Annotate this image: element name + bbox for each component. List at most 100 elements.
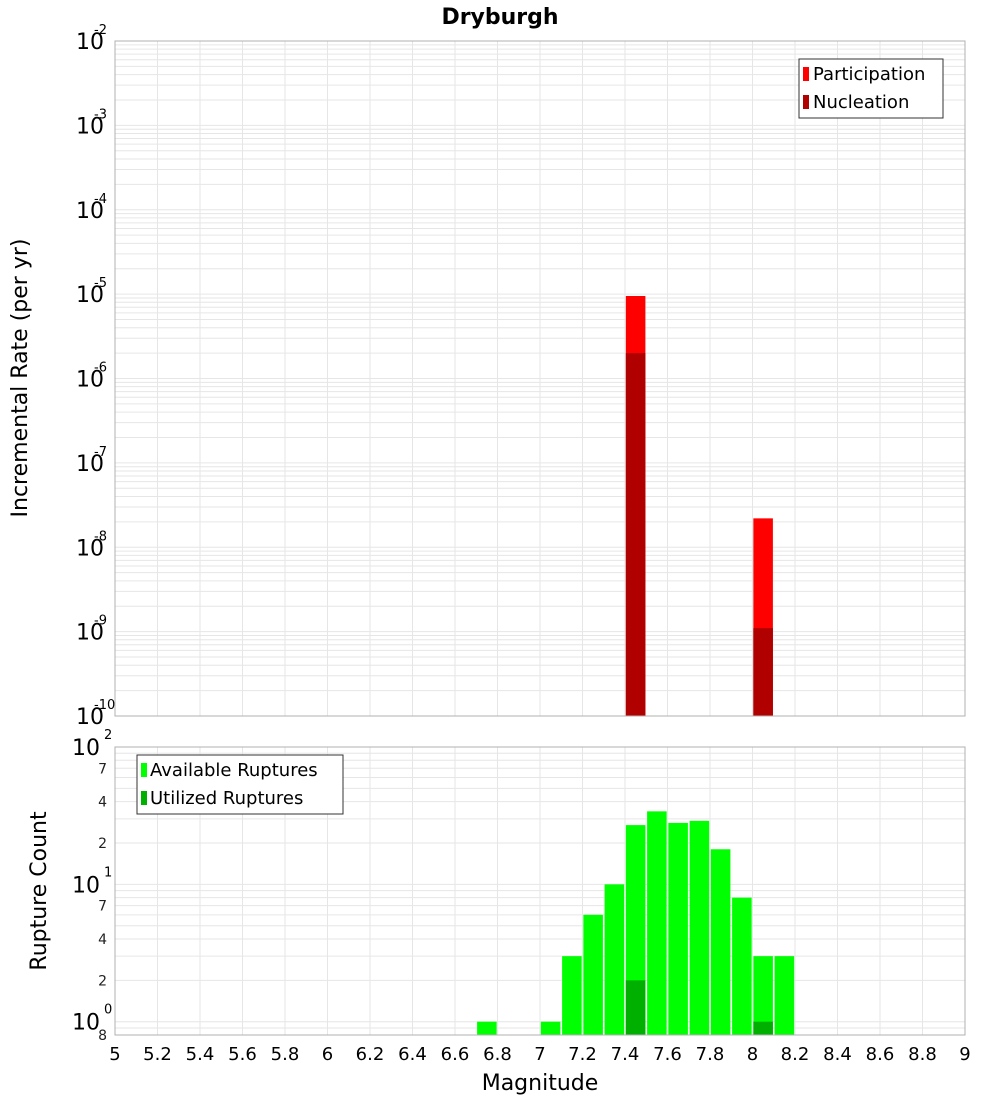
top-y-tick-exponent: -6 bbox=[94, 361, 107, 376]
top-y-tick: 10-4 bbox=[76, 192, 107, 224]
bottom-legend: Available Ruptures Utilized Ruptures bbox=[136, 754, 344, 815]
x-tick-label: 6.4 bbox=[398, 1044, 427, 1065]
top-y-tick: 10-2 bbox=[76, 23, 107, 55]
bottom-y-minor-tick: 2 bbox=[98, 973, 107, 989]
x-tick-label: 7.4 bbox=[611, 1044, 640, 1065]
top-y-tick-exponent: -3 bbox=[94, 107, 107, 122]
x-tick-label: 6 bbox=[322, 1044, 333, 1065]
top-panel-frame bbox=[114, 40, 966, 717]
bottom-y-tick-exponent: 2 bbox=[104, 728, 112, 743]
legend-label-utilized: Utilized Ruptures bbox=[150, 788, 303, 809]
top-y-tick: 10-7 bbox=[76, 445, 107, 477]
x-tick-label: 7.2 bbox=[568, 1044, 597, 1065]
top-y-tick-exponent: -5 bbox=[94, 276, 107, 291]
top-y-tick-base: 10 bbox=[76, 114, 104, 139]
top-y-tick-base: 10 bbox=[76, 368, 104, 393]
x-tick-label: 5.4 bbox=[186, 1044, 215, 1065]
top-y-tick: 10-5 bbox=[76, 276, 107, 308]
top-y-tick-exponent: -10 bbox=[94, 698, 115, 713]
top-y-tick-exponent: -4 bbox=[94, 192, 107, 207]
x-tick-label: 5.2 bbox=[143, 1044, 172, 1065]
x-tick-label: 7.6 bbox=[653, 1044, 682, 1065]
legend-swatch-available bbox=[141, 763, 147, 777]
available-ruptures-bar bbox=[732, 897, 752, 1035]
top-y-tick: 10-10 bbox=[76, 698, 115, 730]
top-y-tick-base: 10 bbox=[76, 452, 104, 477]
legend-label-nucleation: Nucleation bbox=[813, 92, 909, 113]
x-tick-label: 7.8 bbox=[696, 1044, 725, 1065]
bottom-y-minor-tick: 7 bbox=[98, 761, 107, 777]
top-y-tick-base: 10 bbox=[76, 283, 104, 308]
bottom-y-tick-base: 10 bbox=[72, 1011, 100, 1036]
available-ruptures-bar bbox=[689, 820, 710, 1035]
chart-title: Dryburgh bbox=[441, 5, 558, 30]
x-tick-label: 8.2 bbox=[781, 1044, 810, 1065]
bottom-y-minor-tick: 4 bbox=[98, 795, 107, 811]
x-tick-label: 5.6 bbox=[228, 1044, 257, 1065]
x-tick-label: 5.8 bbox=[271, 1044, 300, 1065]
x-tick-label: 8.8 bbox=[908, 1044, 937, 1065]
available-ruptures-bar bbox=[710, 849, 731, 1035]
bottom-panel-bars bbox=[477, 811, 795, 1035]
bottom-legend-box bbox=[136, 754, 344, 815]
available-ruptures-bar bbox=[540, 1021, 561, 1035]
x-tick-label: 7 bbox=[534, 1044, 545, 1065]
bottom-y-tick-base: 10 bbox=[72, 873, 100, 898]
available-ruptures-bar bbox=[647, 811, 667, 1035]
top-y-tick: 10-8 bbox=[76, 529, 107, 561]
x-tick-label: 6.8 bbox=[483, 1044, 512, 1065]
available-ruptures-bar bbox=[477, 1021, 497, 1035]
available-ruptures-bar bbox=[562, 956, 582, 1035]
top-panel-grid bbox=[114, 41, 966, 717]
top-y-ticks: 10-210-310-410-510-610-710-810-910-10 bbox=[76, 23, 115, 730]
available-ruptures-bar bbox=[774, 956, 795, 1035]
x-ticks: 5 5.2 5.4 5.6 5.8 6 6.2 6.4 6.6 6.8 7 7.2 7.4 7.6 7.8 8… bbox=[109, 1044, 970, 1065]
utilized-ruptures-bar bbox=[753, 1021, 773, 1035]
top-y-tick-exponent: -8 bbox=[94, 529, 107, 544]
legend-swatch-utilized bbox=[141, 791, 147, 805]
bottom-y-ticks: 10 2 10 1 10 0 7 4 2 7 4 2 8 bbox=[72, 728, 112, 1044]
available-ruptures-bar bbox=[583, 914, 603, 1035]
x-tick-label: 8 bbox=[747, 1044, 758, 1065]
top-y-tick-base: 10 bbox=[76, 536, 104, 561]
bottom-y-minor-tick: 8 bbox=[98, 1028, 107, 1044]
top-y-tick-exponent: -7 bbox=[94, 445, 107, 460]
bottom-y-tick-base: 10 bbox=[72, 736, 100, 761]
top-y-tick-exponent: -9 bbox=[94, 614, 107, 629]
legend-swatch-participation bbox=[803, 67, 809, 81]
available-ruptures-bar bbox=[668, 822, 688, 1035]
bottom-y-axis-label: Rupture Count bbox=[27, 811, 52, 971]
bottom-y-minor-tick: 7 bbox=[98, 899, 107, 915]
nucleation-bar bbox=[753, 628, 773, 716]
available-ruptures-bar bbox=[753, 956, 773, 1035]
bottom-y-tick-exponent: 1 bbox=[104, 865, 112, 880]
x-tick-label: 8.6 bbox=[866, 1044, 895, 1065]
x-axis-label: Magnitude bbox=[482, 1071, 599, 1096]
x-tick-label: 6.2 bbox=[356, 1044, 385, 1065]
utilized-ruptures-bar bbox=[625, 980, 646, 1035]
top-y-axis-label: Incremental Rate (per yr) bbox=[8, 239, 33, 518]
nucleation-bar bbox=[625, 353, 646, 716]
top-legend-box bbox=[798, 58, 944, 119]
legend-label-participation: Participation bbox=[813, 64, 925, 85]
top-y-tick: 10-3 bbox=[76, 107, 107, 139]
top-y-tick-base: 10 bbox=[76, 199, 104, 224]
bottom-y-minor-tick: 4 bbox=[98, 932, 107, 948]
x-tick-label: 5 bbox=[109, 1044, 120, 1065]
legend-label-available: Available Ruptures bbox=[150, 760, 318, 781]
bottom-y-tick: 10 1 bbox=[72, 865, 112, 898]
bottom-y-minor-tick: 2 bbox=[98, 836, 107, 852]
x-tick-label: 6.6 bbox=[441, 1044, 470, 1065]
top-panel-bars bbox=[625, 296, 773, 716]
bottom-panel-frame bbox=[114, 746, 966, 1036]
top-y-tick-base: 10 bbox=[76, 705, 104, 730]
bottom-y-tick-exponent: 0 bbox=[104, 1003, 112, 1018]
x-tick-label: 8.4 bbox=[823, 1044, 852, 1065]
top-y-tick: 10-9 bbox=[76, 614, 107, 646]
top-y-tick: 10-6 bbox=[76, 361, 107, 393]
top-y-tick-exponent: -2 bbox=[94, 23, 107, 38]
top-legend: Participation Nucleation bbox=[798, 58, 944, 119]
top-y-tick-base: 10 bbox=[76, 621, 104, 646]
